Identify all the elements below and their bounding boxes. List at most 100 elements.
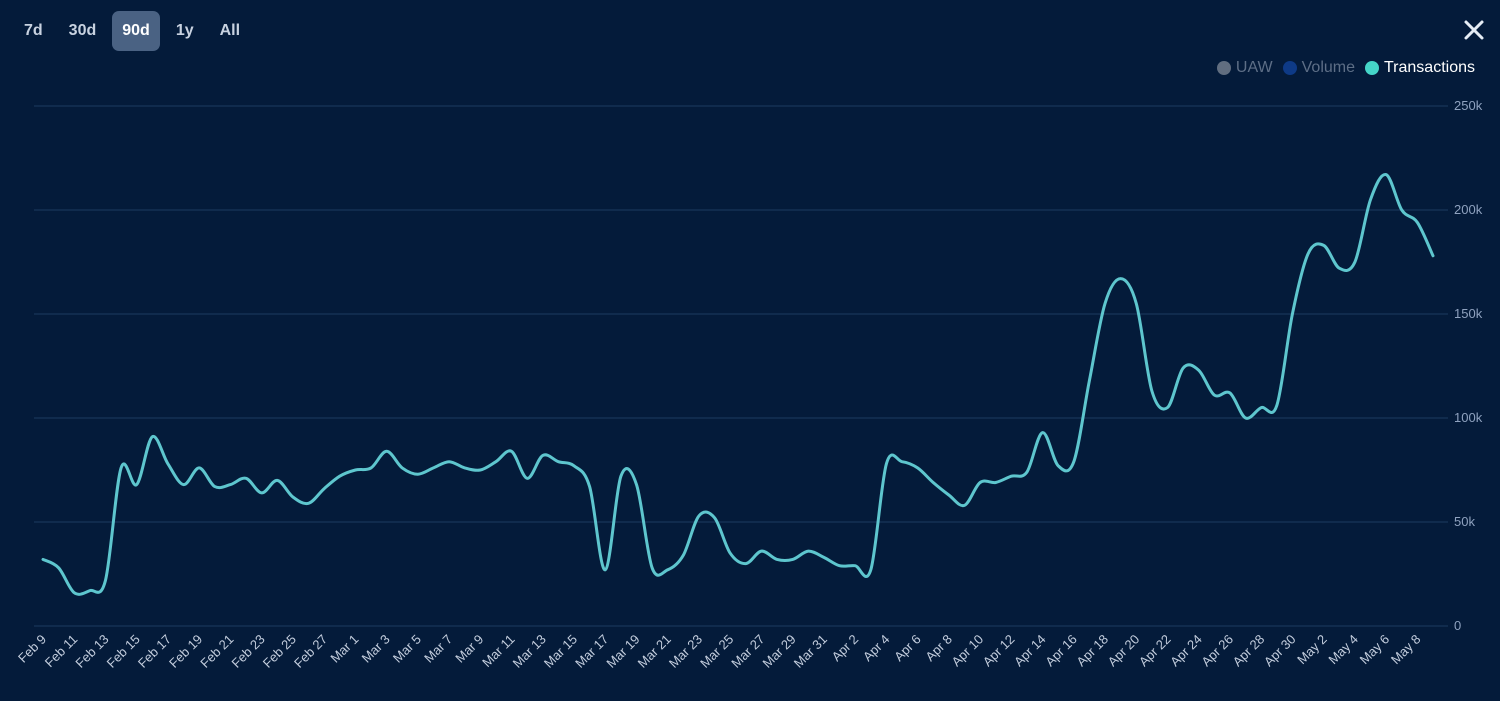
data-point[interactable] [477,467,483,473]
data-point[interactable] [493,459,499,465]
data-point[interactable] [540,452,546,458]
x-tick-label: Mar 7 [421,632,455,666]
data-point[interactable] [633,482,639,488]
data-point[interactable] [87,588,93,594]
data-point[interactable] [1102,301,1108,307]
data-point[interactable] [524,475,530,481]
range-tab-30d[interactable]: 30d [68,22,97,39]
data-point[interactable] [587,484,593,490]
data-point[interactable] [868,567,874,573]
data-point[interactable] [1258,405,1264,411]
data-point[interactable] [430,465,436,471]
data-point[interactable] [852,563,858,569]
data-point[interactable] [649,565,655,571]
data-point[interactable] [602,567,608,573]
data-point[interactable] [368,465,374,471]
data-point[interactable] [259,490,265,496]
data-point[interactable] [727,550,733,556]
data-point[interactable] [555,459,561,465]
data-point[interactable] [1321,242,1327,248]
range-tab-1y[interactable]: 1y [175,22,194,39]
data-point[interactable] [696,513,702,519]
data-point[interactable] [946,492,952,498]
data-point[interactable] [1196,367,1202,373]
data-point[interactable] [930,479,936,485]
data-point[interactable] [993,479,999,485]
data-point[interactable] [399,465,405,471]
data-point[interactable] [290,494,296,500]
data-point[interactable] [1227,390,1233,396]
data-point[interactable] [149,434,155,440]
data-point[interactable] [712,515,718,521]
data-point[interactable] [1180,365,1186,371]
data-point[interactable] [118,465,124,471]
data-point[interactable] [837,563,843,569]
data-point[interactable] [1086,378,1092,384]
data-point[interactable] [665,567,671,573]
data-point[interactable] [618,473,624,479]
data-point[interactable] [462,465,468,471]
range-tab-all[interactable]: All [219,22,241,39]
data-point[interactable] [102,577,108,583]
data-point[interactable] [1008,473,1014,479]
data-point[interactable] [1133,301,1139,307]
data-point[interactable] [274,477,280,483]
data-point[interactable] [40,556,46,562]
data-point[interactable] [352,467,358,473]
data-point[interactable] [1289,311,1295,317]
data-point[interactable] [1149,388,1155,394]
legend-item-volume[interactable]: Volume [1282,59,1355,77]
data-point[interactable] [1024,469,1030,475]
data-point[interactable] [337,473,343,479]
data-point[interactable] [1164,405,1170,411]
data-point[interactable] [743,561,749,567]
data-point[interactable] [1274,403,1280,409]
data-point[interactable] [227,482,233,488]
data-point[interactable] [1055,463,1061,469]
data-point[interactable] [212,484,218,490]
data-point[interactable] [1399,207,1405,213]
data-point[interactable] [774,556,780,562]
data-point[interactable] [1305,251,1311,257]
data-point[interactable] [321,486,327,492]
data-point[interactable] [571,463,577,469]
data-point[interactable] [509,448,515,454]
data-point[interactable] [1368,197,1374,203]
data-point[interactable] [899,459,905,465]
data-point[interactable] [1352,259,1358,265]
data-point[interactable] [181,482,187,488]
data-point[interactable] [915,465,921,471]
data-point[interactable] [1383,172,1389,178]
data-point[interactable] [196,465,202,471]
data-point[interactable] [306,500,312,506]
data-point[interactable] [134,482,140,488]
data-point[interactable] [165,461,171,467]
data-point[interactable] [758,548,764,554]
range-tab-7d[interactable]: 7d [24,22,43,39]
data-point[interactable] [883,461,889,467]
data-point[interactable] [1040,430,1046,436]
range-tab-90d[interactable]: 90d [112,11,160,51]
data-point[interactable] [1211,392,1217,398]
close-button[interactable] [1458,14,1490,46]
data-point[interactable] [977,479,983,485]
data-point[interactable] [415,471,421,477]
data-point[interactable] [821,554,827,560]
data-point[interactable] [790,556,796,562]
data-point[interactable] [1243,415,1249,421]
data-point[interactable] [680,552,686,558]
data-point[interactable] [1414,219,1420,225]
data-point[interactable] [446,459,452,465]
data-point[interactable] [805,548,811,554]
data-point[interactable] [961,502,967,508]
data-point[interactable] [243,475,249,481]
legend-item-uaw[interactable]: UAW [1216,59,1273,77]
data-point[interactable] [56,565,62,571]
data-point[interactable] [1071,459,1077,465]
data-point[interactable] [1336,265,1342,271]
data-point[interactable] [1430,253,1436,259]
legend-item-transactions[interactable]: Transactions [1365,59,1475,77]
data-point[interactable] [1118,276,1124,282]
data-point[interactable] [384,448,390,454]
data-point[interactable] [71,590,77,596]
